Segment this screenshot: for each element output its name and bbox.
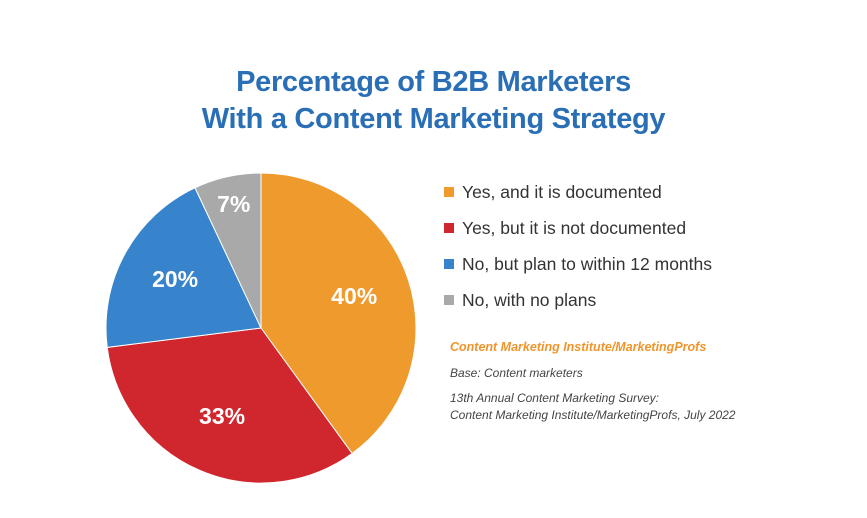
legend-label-documented: Yes, and it is documented — [462, 181, 662, 202]
survey-citation-line-2: Content Marketing Institute/MarketingPro… — [450, 408, 736, 422]
pie-label-no-with-no-plans: 7% — [217, 191, 250, 217]
source-organization: Content Marketing Institute/MarketingPro… — [450, 340, 707, 354]
legend-item-plan-within-12-months: No, but plan to within 12 months — [444, 246, 712, 282]
legend-item-documented: Yes, and it is documented — [444, 174, 712, 210]
survey-citation: 13th Annual Content Marketing Survey: Co… — [450, 390, 735, 424]
legend: Yes, and it is documented Yes, but it is… — [444, 174, 712, 318]
pie-slice-yes-but-it-is-not-documented — [106, 327, 353, 484]
pie-label-no-but-plan-to-within-12-months: 20% — [152, 266, 198, 292]
pie-label-yes-and-it-is-documented: 40% — [331, 283, 377, 309]
legend-swatch-plan-within-12-months — [444, 259, 454, 269]
legend-item-no-plans: No, with no plans — [444, 282, 712, 318]
survey-citation-line-1: 13th Annual Content Marketing Survey: — [450, 391, 660, 405]
legend-label-not-documented: Yes, but it is not documented — [462, 217, 687, 238]
legend-swatch-documented — [444, 187, 454, 197]
legend-label-no-plans: No, with no plans — [462, 289, 597, 310]
pie-label-yes-but-it-is-not-documented: 33% — [199, 403, 245, 429]
legend-item-not-documented: Yes, but it is not documented — [444, 210, 712, 246]
chart-title-line-1: Percentage of B2B Marketers — [236, 66, 631, 98]
legend-swatch-not-documented — [444, 223, 454, 233]
chart-title-line-2: With a Content Marketing Strategy — [201, 103, 666, 135]
pie-slice-no-with-no-plans — [194, 172, 262, 329]
pie-slice-no-but-plan-to-within-12-months — [105, 187, 262, 348]
base-note: Base: Content marketers — [450, 366, 583, 380]
legend-label-plan-within-12-months: No, but plan to within 12 months — [462, 253, 713, 274]
legend-swatch-no-plans — [444, 295, 454, 305]
pie-slice-yes-and-it-is-documented — [260, 172, 417, 455]
